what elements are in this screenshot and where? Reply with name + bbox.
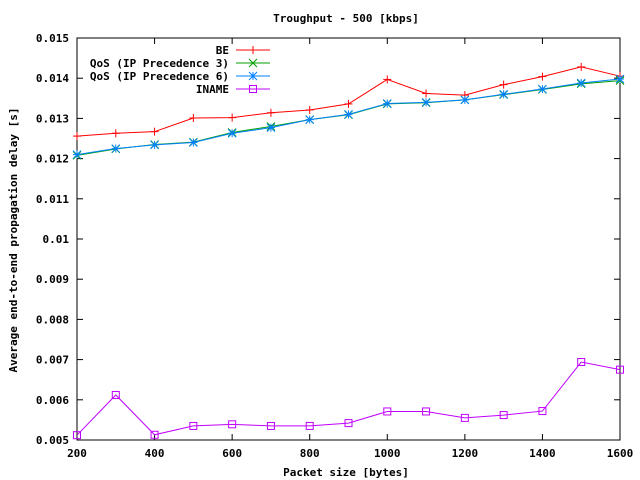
data-point-marker — [344, 110, 353, 119]
data-point-marker — [189, 113, 198, 122]
y-tick-label: 0.01 — [43, 233, 70, 246]
x-tick-label: 600 — [222, 447, 242, 460]
y-tick-label: 0.009 — [36, 273, 69, 286]
data-point-marker — [421, 97, 431, 107]
data-point-marker — [422, 89, 431, 98]
data-point-marker — [383, 407, 392, 416]
y-tick-label: 0.006 — [36, 394, 69, 407]
plot-frame — [76, 37, 621, 441]
data-point-marker — [460, 413, 469, 422]
x-tick-label: 400 — [145, 447, 165, 460]
data-point-marker — [266, 108, 275, 117]
chart-title: Troughput - 500 [kbps] — [273, 12, 419, 25]
data-point-marker — [150, 430, 159, 439]
x-tick-label: 1000 — [374, 447, 401, 460]
series-line — [76, 361, 621, 436]
data-point-marker — [305, 115, 315, 124]
data-point-marker — [73, 431, 81, 440]
data-point-marker — [499, 411, 508, 420]
x-tick-label: 1400 — [529, 447, 556, 460]
data-point-marker — [266, 123, 276, 132]
y-tick-label: 0.012 — [36, 153, 69, 166]
y-tick-label: 0.014 — [36, 72, 69, 85]
data-point-marker — [150, 140, 159, 150]
data-point-marker — [538, 84, 547, 94]
series-3 — [72, 74, 625, 159]
legend-entry: QoS (IP Precedence 3) — [90, 57, 270, 70]
legend-marker — [248, 71, 258, 81]
series-1 — [73, 62, 624, 141]
data-point-marker — [344, 419, 353, 428]
data-point-marker — [499, 89, 508, 99]
legend-marker — [249, 46, 257, 54]
data-point-marker — [577, 62, 586, 71]
y-tick-label: 0.015 — [36, 32, 69, 45]
x-tick-label: 200 — [67, 447, 87, 460]
data-point-marker — [228, 420, 237, 429]
data-point-marker — [227, 128, 237, 138]
data-point-marker — [189, 421, 198, 430]
data-point-marker — [460, 95, 470, 105]
data-point-marker — [305, 105, 314, 114]
plot-border — [76, 37, 621, 441]
data-point-marker — [576, 78, 586, 88]
legend-label: QoS (IP Precedence 6) — [90, 70, 229, 83]
x-axis-label: Packet size [bytes] — [283, 466, 409, 479]
legend-label: QoS (IP Precedence 3) — [90, 57, 229, 70]
data-point-marker — [111, 144, 121, 153]
data-point-marker — [615, 74, 625, 84]
data-point-marker — [111, 390, 120, 399]
x-tick-label: 1200 — [452, 447, 479, 460]
y-tick-label: 0.005 — [36, 434, 69, 447]
data-point-marker — [577, 358, 586, 367]
data-point-marker — [538, 72, 547, 81]
data-point-marker — [344, 99, 353, 108]
data-point-marker — [72, 150, 82, 159]
data-point-marker — [150, 127, 159, 136]
data-point-marker — [382, 99, 392, 108]
y-tick-label: 0.013 — [36, 112, 69, 125]
legend-marker — [249, 85, 257, 93]
legend-label: INAME — [196, 83, 229, 96]
legend-marker — [248, 58, 258, 68]
data-point-marker — [499, 80, 508, 89]
legend-label: BE — [216, 44, 229, 57]
data-point-marker — [305, 421, 314, 430]
axes: 200 400 600 800 1000 1200 1400 1600 0.005 0.006 0.… — [36, 32, 633, 460]
y-axis-label: Average end-to-end propagation delay [s] — [7, 108, 20, 373]
y-tick-label: 0.011 — [36, 193, 69, 206]
y-tick-label: 0.008 — [36, 313, 69, 326]
legend-entry: INAME — [196, 83, 270, 96]
data-point-marker — [538, 407, 547, 416]
x-tick-label: 800 — [300, 447, 320, 460]
data-point-marker — [111, 129, 120, 138]
legend-entry: QoS (IP Precedence 6) — [90, 70, 270, 83]
legend-entry: BE — [216, 44, 270, 57]
data-point-marker — [73, 132, 81, 141]
data-point-marker — [422, 407, 431, 416]
data-point-marker — [189, 138, 198, 147]
y-tick-label: 0.007 — [36, 354, 69, 367]
data-point-marker — [266, 421, 275, 430]
data-point-marker — [616, 365, 624, 374]
x-tick-label: 1600 — [607, 447, 634, 460]
data-point-marker — [383, 75, 392, 84]
data-point-marker — [228, 113, 237, 122]
series-4 — [73, 358, 624, 440]
series-layer — [72, 62, 625, 440]
